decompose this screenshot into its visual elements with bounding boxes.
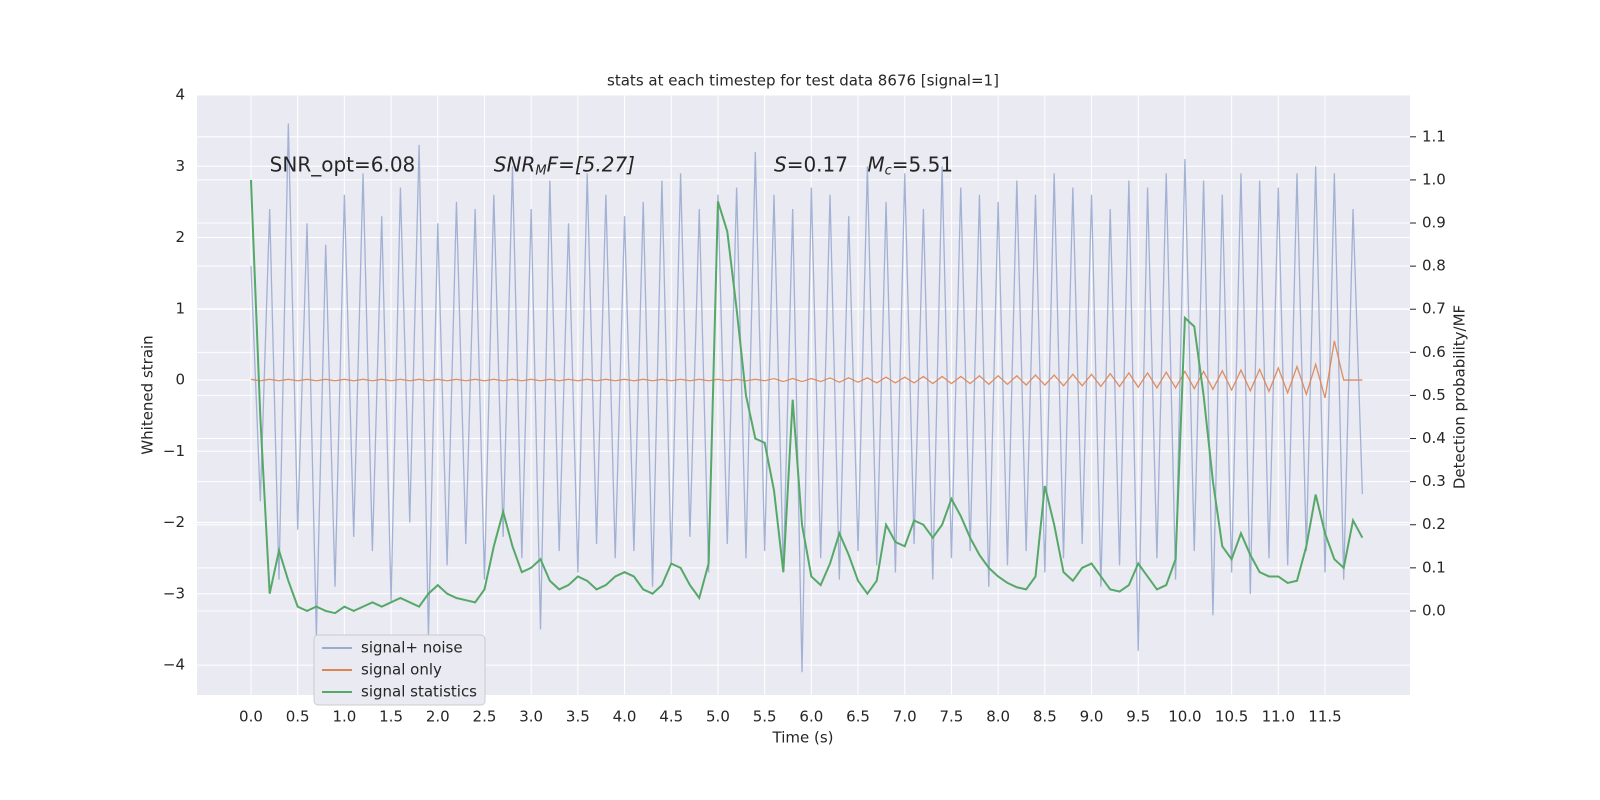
legend-label: signal+ noise [361,639,463,657]
x-tick-label: 7.5 [940,708,964,726]
x-tick-label: 9.5 [1126,708,1150,726]
x-tick-label: 6.5 [846,708,870,726]
x-tick-label: 4.0 [613,708,637,726]
series-line [250,340,1363,399]
annotation-text: S [774,152,787,176]
annotation-subscript: c [885,163,892,178]
annotation-suffix: =5.51 [892,152,953,176]
x-tick-label: 5.0 [706,708,730,726]
x-tick-label: 8.5 [1033,708,1057,726]
x-tick-label: 8.0 [986,708,1010,726]
x-tick-label: 0.0 [239,708,263,726]
x-axis-label: Time (s) [772,729,834,747]
y-tick-label: 3 [175,157,185,175]
series-line [249,179,1364,615]
x-tick-label: 1.0 [332,708,356,726]
y2-tick-label: 0.2 [1422,515,1446,533]
annotation-suffix: F=[5.27] [547,152,635,176]
y-tick-label: −1 [163,442,185,460]
y-tick-label: 0 [175,371,185,389]
y2-tick-label: 0.5 [1422,386,1446,404]
x-tick-label: 5.5 [753,708,777,726]
y-axis-label: Whitened strain [139,335,157,454]
x-tick-label: 10.0 [1168,708,1201,726]
x-tick-label: 11.0 [1262,708,1295,726]
x-tick-label: 2.5 [473,708,497,726]
x-tick-label: 11.5 [1308,708,1341,726]
annotation-text: SNR_opt=6.08 [270,152,416,176]
y-tick-label: −3 [163,584,185,602]
x-tick-label: 0.5 [286,708,310,726]
annotation: SNR_opt=6.08 [270,152,416,176]
annotation-subscript: M [535,163,546,178]
y2-tick-label: 0.0 [1422,601,1446,619]
legend-box [313,634,486,706]
chart-title: stats at each timestep for test data 867… [607,72,999,90]
x-tick-label: 6.0 [799,708,823,726]
y2-tick-label: 0.7 [1422,300,1446,318]
annotation: SNRMF=[5.27] [494,152,635,178]
y2-tick-label: 0.9 [1422,214,1446,232]
annotation: Mc=5.51 [867,152,953,178]
annotation-text: M [867,152,884,176]
x-tick-label: 9.0 [1080,708,1104,726]
legend-label: signal only [361,661,442,679]
y2-tick-label: 1.0 [1422,170,1446,188]
y-tick-label: −4 [163,656,185,674]
y-tick-label: 1 [175,299,185,317]
y-tick-label: 4 [175,86,185,104]
legend: signal+ noise signal only signal statistic… [313,634,486,706]
annotation-suffix: =0.17 [787,152,848,176]
y2-tick-label: 0.8 [1422,257,1446,275]
annotation-text: SNR [494,152,536,176]
marks [249,123,1364,673]
y2-tick-label: 0.4 [1422,429,1446,447]
y2-axis-label: Detection probability/MF [1451,305,1469,489]
x-tick-label: 10.5 [1215,708,1248,726]
y2-tick-label: 1.1 [1422,127,1446,145]
annotation: S=0.17 [774,152,848,176]
y2-tick-label: 0.6 [1422,343,1446,361]
x-tick-label: 4.5 [659,708,683,726]
x-tick-label: 3.0 [519,708,543,726]
y2-tick-label: 0.1 [1422,558,1446,576]
y-tick-label: −2 [163,513,185,531]
y2-tick-label: 0.3 [1422,472,1446,490]
legend-label: signal statistics [361,683,477,701]
labels: 0.0 0.5 1.0 1.5 2.0 2.5 3.0 3.5 4.0 4.5 5.0 5.5 6.0 6… [163,86,1446,726]
x-tick-label: 3.5 [566,708,590,726]
x-tick-label: 7.0 [893,708,917,726]
x-tick-label: 1.5 [379,708,403,726]
y-tick-label: 2 [175,228,185,246]
x-tick-label: 2.0 [426,708,450,726]
